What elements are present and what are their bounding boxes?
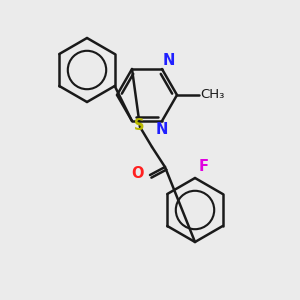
Text: O: O bbox=[131, 167, 144, 182]
Text: N: N bbox=[163, 53, 175, 68]
Text: F: F bbox=[199, 159, 209, 174]
Text: S: S bbox=[134, 118, 144, 134]
Text: N: N bbox=[156, 122, 168, 137]
Text: CH₃: CH₃ bbox=[200, 88, 224, 101]
